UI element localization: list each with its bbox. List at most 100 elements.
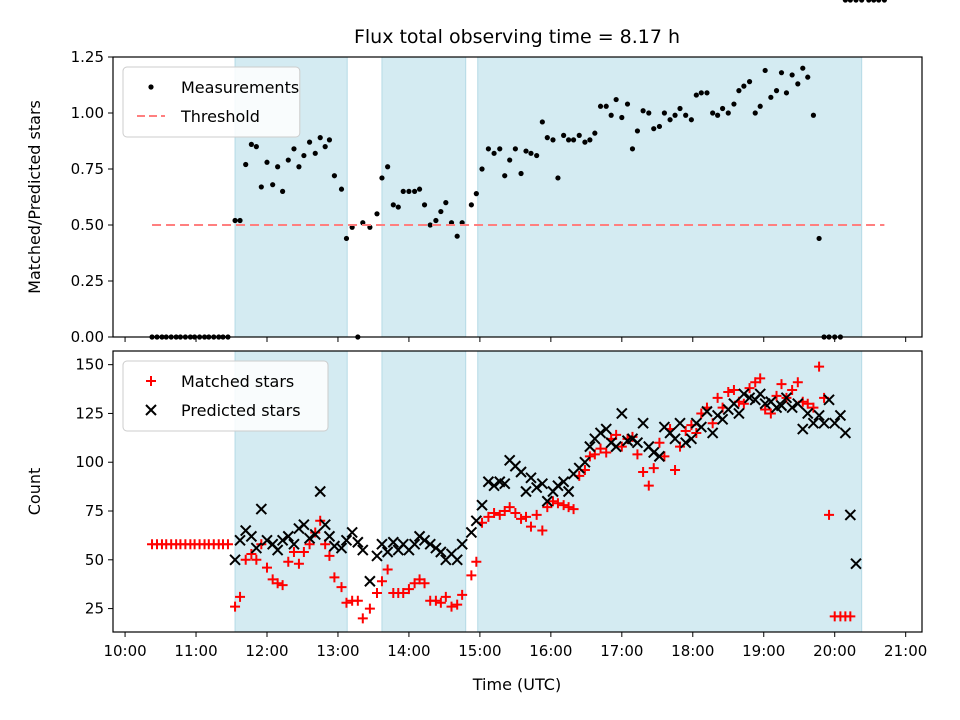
data-point	[762, 67, 768, 74]
data-point	[264, 159, 270, 165]
data-point	[802, 398, 813, 409]
data-point	[222, 539, 233, 550]
data-point	[677, 105, 683, 112]
data-point	[357, 544, 369, 556]
data-point	[693, 92, 699, 98]
data-point	[525, 521, 536, 532]
data-point	[528, 150, 534, 156]
data-point	[850, 557, 862, 570]
data-point	[550, 137, 556, 143]
data-point	[813, 409, 825, 422]
data-point	[270, 182, 276, 188]
data-point	[601, 447, 612, 458]
data-point	[539, 119, 545, 125]
data-point	[653, 450, 666, 463]
data-point	[235, 591, 246, 602]
data-point	[240, 554, 251, 565]
data-point	[802, 407, 814, 420]
data-point	[565, 137, 572, 143]
data-point	[232, 217, 238, 224]
legend: Matched stars Predicted stars	[122, 360, 329, 432]
data-point	[277, 580, 288, 591]
data-point	[654, 437, 665, 448]
data-point	[520, 485, 532, 498]
data-point	[579, 456, 591, 468]
data-point	[760, 404, 771, 415]
data-point	[465, 526, 478, 539]
data-point	[555, 175, 561, 181]
data-point	[272, 578, 283, 589]
data-point	[309, 528, 321, 541]
data-point	[473, 191, 479, 197]
data-point	[387, 536, 400, 548]
data-point	[634, 128, 641, 134]
data-point	[842, 0, 848, 3]
y-tick-label: 75	[85, 502, 104, 520]
data-point	[261, 534, 273, 546]
data-point	[489, 507, 500, 518]
data-point	[326, 137, 333, 143]
data-point	[525, 472, 537, 484]
data-point	[584, 440, 596, 453]
data-point	[352, 595, 363, 606]
data-point	[319, 518, 331, 531]
data-point	[285, 157, 291, 163]
data-point	[385, 164, 391, 170]
data-point	[328, 540, 341, 552]
data-point	[752, 110, 758, 116]
legend-marker	[145, 404, 157, 416]
data-point	[427, 222, 433, 228]
data-point	[261, 562, 272, 573]
data-point	[395, 204, 401, 210]
data-point	[797, 423, 809, 435]
data-point	[712, 392, 723, 403]
data-point	[248, 141, 254, 147]
data-point	[637, 417, 649, 429]
series-predicted-stars	[229, 389, 862, 587]
y-tick-label: 0.00	[71, 328, 104, 346]
data-point	[470, 515, 483, 527]
data-point	[323, 530, 336, 543]
data-point	[853, 0, 859, 3]
data-point	[418, 534, 431, 546]
data-point	[844, 509, 857, 521]
data-point	[229, 554, 241, 566]
data-point	[659, 451, 670, 462]
data-point	[755, 373, 766, 384]
data-point	[255, 503, 268, 515]
data-point	[329, 572, 340, 583]
y-axis-label: Matched/Predicted stars	[25, 100, 44, 294]
data-point	[390, 202, 396, 208]
data-point	[866, 0, 872, 3]
data-point	[728, 385, 739, 396]
data-point	[364, 603, 375, 614]
y-tick-label: 1.25	[71, 48, 104, 66]
y-tick-label: 150	[75, 356, 104, 374]
data-point	[544, 135, 550, 141]
data-point	[335, 542, 348, 554]
data-point	[587, 137, 593, 143]
data-point	[497, 146, 503, 152]
bottom-panel-counts: 10:00 11:00 12:00 13:00 14:00 15:00 16:00 17:00…	[25, 351, 927, 660]
data-point	[336, 582, 347, 593]
data-point	[800, 65, 806, 71]
data-point	[341, 597, 352, 608]
data-point	[271, 544, 284, 556]
data-point	[613, 96, 619, 103]
data-point	[731, 101, 737, 107]
data-point	[643, 480, 654, 491]
data-point	[488, 479, 500, 492]
data-point	[669, 433, 681, 445]
data-point	[608, 112, 614, 118]
data-point	[416, 186, 423, 192]
legend-box	[122, 360, 329, 432]
top-panel-ratio: 0.00 0.25 0.50 0.75 1.00 1.25 Matched/Predicte…	[25, 0, 923, 346]
data-point	[619, 114, 625, 121]
legend-marker	[148, 84, 154, 90]
data-point	[435, 597, 446, 608]
data-point	[568, 504, 579, 515]
data-point	[547, 496, 558, 507]
x-tick-label: 14:00	[387, 642, 430, 660]
data-point	[293, 558, 304, 569]
data-point	[251, 554, 262, 565]
